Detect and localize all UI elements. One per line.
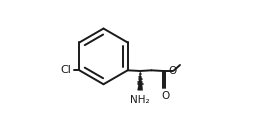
Text: NH₂: NH₂ (130, 95, 150, 105)
Polygon shape (138, 71, 143, 90)
Text: O: O (169, 66, 177, 76)
Text: O: O (161, 91, 169, 101)
Text: Cl: Cl (60, 65, 72, 75)
